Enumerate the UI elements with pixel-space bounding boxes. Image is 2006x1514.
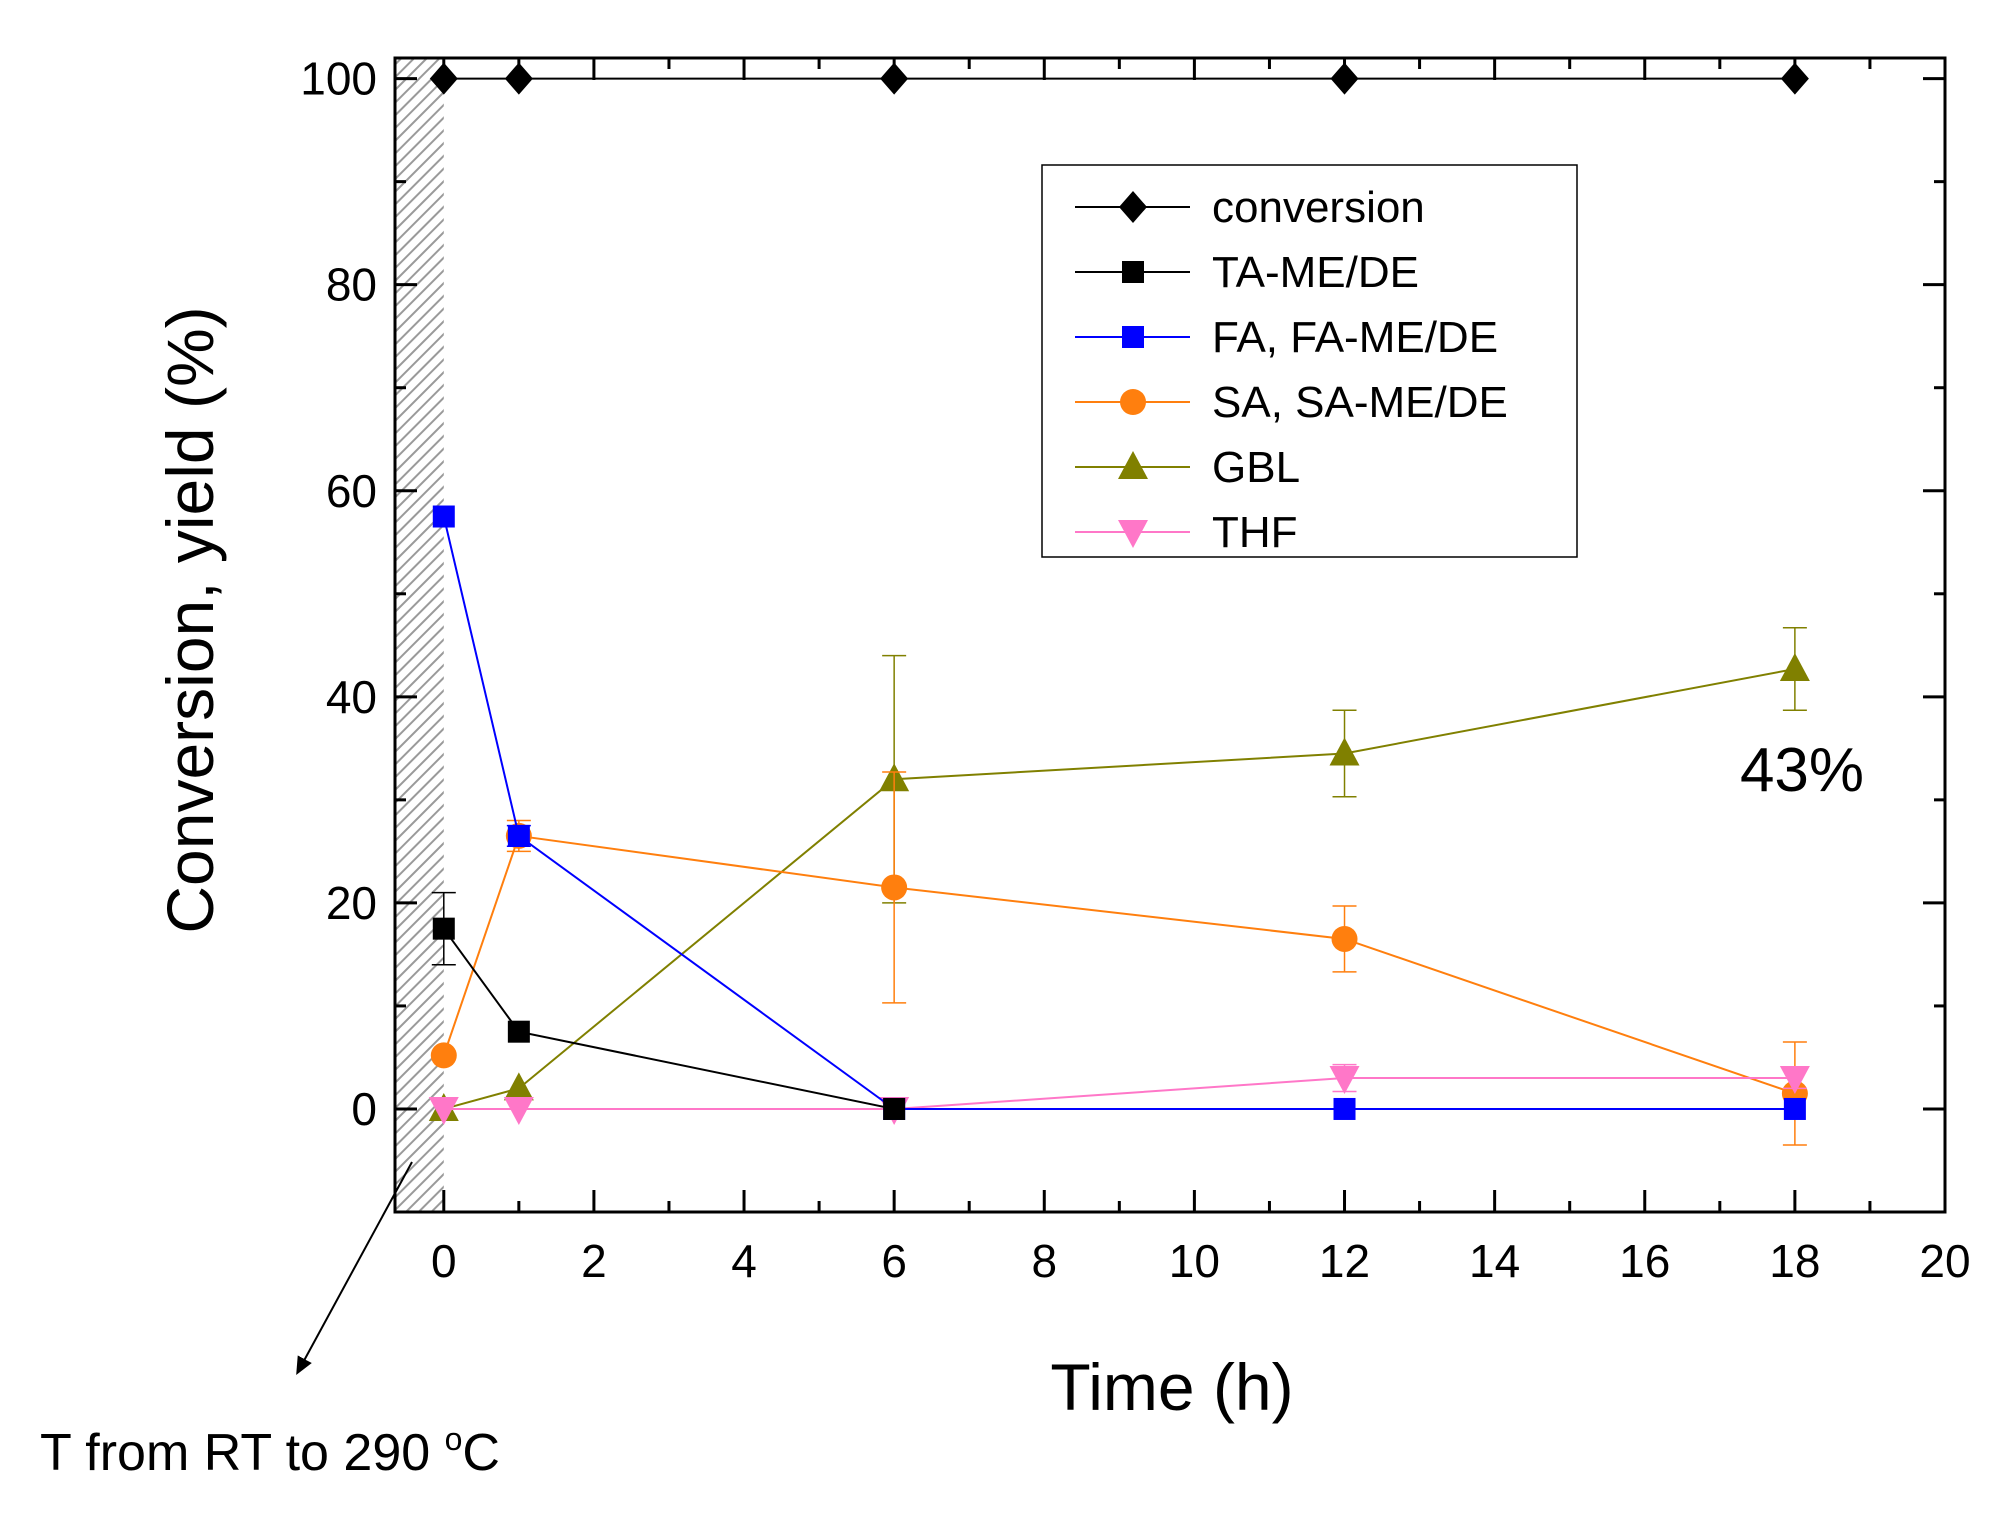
data-point: [503, 1072, 534, 1101]
y-tick-label: 100: [300, 53, 377, 105]
legend-label: GBL: [1212, 443, 1300, 492]
x-tick-label: 8: [1031, 1235, 1057, 1287]
x-tick-label: 6: [881, 1235, 907, 1287]
heating-note-unit: C: [462, 1424, 500, 1482]
data-point: [880, 62, 909, 95]
x-tick-label: 14: [1469, 1235, 1520, 1287]
legend-marker: [1119, 191, 1147, 223]
heating-arrow: [296, 1161, 413, 1376]
data-point: [507, 1020, 530, 1043]
data-point: [432, 917, 455, 940]
data-point: [1331, 925, 1358, 952]
value-annotation-43: 43%: [1740, 736, 1864, 805]
legend-marker: [1120, 389, 1146, 415]
legend: conversion TA-ME/DE FA, FA-ME/DE SA, SA-ME/…: [1041, 164, 1578, 558]
legend-item: FA, FA-ME/DE: [1075, 313, 1498, 362]
legend-item: THF: [1075, 508, 1298, 557]
series-line: [442, 834, 1796, 1095]
data-point: [1779, 1066, 1810, 1095]
plot-frame: [393, 56, 1947, 1214]
heating-note-superscript: o: [445, 1421, 463, 1457]
heating-note-text: T from RT to 290: [40, 1424, 445, 1482]
heating-note: T from RT to 290 oC: [40, 1421, 500, 1482]
x-tick-label: 20: [1919, 1235, 1970, 1287]
y-tick-label: 0: [351, 1083, 377, 1135]
legend-label: FA, FA-ME/DE: [1212, 313, 1498, 362]
legend-item: conversion: [1075, 183, 1425, 232]
data-point: [430, 1042, 457, 1069]
legend-box: [1041, 164, 1578, 558]
x-tick-label: 2: [581, 1235, 607, 1287]
series-line: [442, 516, 1795, 1110]
data-point: [432, 505, 455, 528]
series-fa-fa-me-de: [432, 505, 1806, 1120]
legend-marker: [1118, 451, 1148, 479]
series-line: [442, 928, 895, 1110]
y-tick-label: 20: [326, 877, 377, 929]
y-tick-label: 40: [326, 671, 377, 723]
y-axis-title: Conversion, yield (%): [153, 306, 227, 933]
legend-item: SA, SA-ME/DE: [1075, 378, 1508, 427]
legend-item: GBL: [1075, 443, 1300, 492]
x-tick-label: 0: [431, 1235, 457, 1287]
legend-marker: [1122, 261, 1144, 283]
data-point: [429, 62, 458, 95]
legend-label: TA-ME/DE: [1212, 248, 1419, 297]
legend-marker: [1118, 520, 1148, 548]
x-axis-title: Time (h): [1050, 1350, 1293, 1424]
data-point: [1329, 1066, 1360, 1095]
series-thf: [428, 1063, 1810, 1125]
series-layer: [428, 62, 1810, 1146]
legend-label: SA, SA-ME/DE: [1212, 378, 1508, 427]
x-tick-label: 12: [1319, 1235, 1370, 1287]
data-point: [428, 1096, 459, 1125]
data-point: [1783, 1097, 1806, 1120]
y-axis-ticks: 0 20 40 60 80 100: [300, 53, 1945, 1135]
y-tick-label: 80: [326, 259, 377, 311]
data-point: [1780, 62, 1809, 95]
x-tick-label: 10: [1169, 1235, 1220, 1287]
x-tick-label: 18: [1769, 1235, 1820, 1287]
data-point: [1333, 1097, 1356, 1120]
data-point: [507, 824, 530, 847]
x-tick-label: 4: [731, 1235, 757, 1287]
data-point: [1329, 737, 1360, 766]
data-point: [1779, 653, 1810, 682]
legend-label: THF: [1212, 508, 1298, 557]
heating-region: [395, 58, 444, 1212]
data-point: [503, 1096, 534, 1125]
data-point: [881, 874, 908, 901]
series-conversion: [429, 62, 1809, 95]
legend-label: conversion: [1212, 183, 1425, 232]
x-tick-label: 16: [1619, 1235, 1670, 1287]
series-sa-sa-me-de: [430, 771, 1808, 1146]
series-ta-me-de: [431, 891, 906, 1120]
legend-marker: [1122, 326, 1144, 348]
series-line: [443, 1077, 1795, 1110]
data-point: [504, 62, 533, 95]
data-point: [883, 1097, 906, 1120]
series-gbl: [428, 627, 1810, 1121]
data-point: [1330, 62, 1359, 95]
legend-item: TA-ME/DE: [1075, 248, 1419, 297]
y-tick-label: 60: [326, 465, 377, 517]
series-line: [443, 668, 1796, 1110]
